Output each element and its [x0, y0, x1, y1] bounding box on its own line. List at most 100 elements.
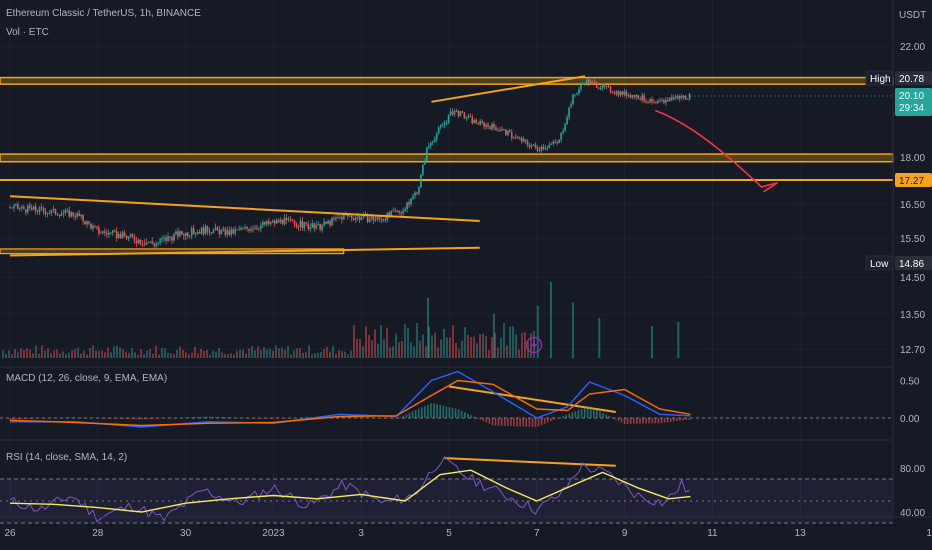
- candle-body: [463, 112, 466, 118]
- volume-bar: [122, 349, 124, 358]
- candle-body: [260, 225, 262, 229]
- volume-bar: [59, 353, 61, 358]
- candle-body: [111, 230, 114, 233]
- candle-body: [297, 226, 300, 228]
- candle-body: [200, 227, 203, 234]
- volume-bar: [272, 350, 274, 358]
- time-tick-label: 16: [926, 528, 932, 539]
- volume-bar: [443, 328, 445, 358]
- macd-histogram-bar: [15, 418, 17, 420]
- candle-body: [627, 95, 630, 97]
- macd-histogram-bar: [261, 418, 263, 419]
- candle-body: [475, 119, 478, 124]
- candle-body: [676, 96, 679, 99]
- candle-body: [40, 207, 43, 209]
- candle-body: [653, 101, 655, 103]
- price-tick-label: 13.50: [900, 310, 925, 321]
- volume-bar: [26, 348, 28, 358]
- macd-histogram-bar: [168, 418, 171, 419]
- volume-bar: [296, 348, 298, 358]
- candle-body: [580, 84, 582, 89]
- macd-histogram-bar: [537, 418, 540, 427]
- symbol-title: Ethereum Classic / TetherUS, 1h, BINANCE: [6, 8, 201, 19]
- macd-histogram-bar: [457, 409, 460, 418]
- time-tick-label: 26: [4, 528, 16, 539]
- candle-body: [147, 242, 150, 244]
- macd-histogram-bar: [251, 418, 254, 419]
- trendline[interactable]: [9, 246, 480, 257]
- candle-body: [181, 231, 183, 235]
- candle-body: [214, 227, 217, 231]
- candle-body: [469, 116, 472, 118]
- support-resistance-zone[interactable]: [0, 76, 894, 85]
- macd-histogram-bar: [408, 412, 411, 418]
- candle-body: [645, 101, 647, 103]
- macd-histogram-bar: [76, 417, 79, 418]
- candle-body: [514, 136, 517, 139]
- volume-bar: [56, 349, 58, 358]
- macd-histogram-bar: [233, 417, 236, 418]
- volume-bar: [278, 348, 280, 358]
- volume-bar: [398, 342, 400, 358]
- candle-body: [224, 228, 227, 235]
- trendline[interactable]: [431, 75, 586, 103]
- macd-histogram-bar: [245, 417, 248, 419]
- volume-bar: [446, 337, 448, 358]
- support-resistance-zone[interactable]: [0, 153, 894, 163]
- candle-body: [649, 99, 651, 103]
- volume-bar: [488, 349, 490, 358]
- volume-bar: [479, 334, 481, 358]
- volume-bar: [515, 334, 517, 358]
- candle-body: [64, 210, 67, 213]
- bearish-arrow[interactable]: [655, 109, 778, 193]
- macd-histogram-bar: [513, 418, 515, 427]
- volume-bar: [368, 334, 370, 358]
- candle-body: [13, 205, 15, 209]
- macd-histogram-bar: [273, 418, 276, 419]
- candle-body: [339, 217, 341, 218]
- candle-body: [595, 82, 598, 88]
- candle-body: [408, 202, 410, 205]
- candle-body: [159, 239, 161, 243]
- macd-histogram-bar: [202, 416, 205, 418]
- volume-bar: [350, 350, 352, 358]
- macd-histogram-bar: [460, 410, 463, 418]
- candle-body: [617, 91, 620, 96]
- volume-bar: [215, 351, 217, 358]
- macd-histogram-bar: [104, 418, 107, 419]
- candle-body: [119, 234, 122, 239]
- volume-bar: [110, 352, 112, 358]
- macd-histogram-bar: [629, 418, 632, 424]
- macd-tick-label: 0.50: [900, 377, 920, 388]
- candle-body: [105, 232, 108, 235]
- current-price-value: 20.10: [899, 91, 924, 102]
- candle-body: [477, 123, 479, 125]
- volume-bar: [266, 349, 268, 358]
- macd-histogram-bar: [301, 417, 303, 418]
- volume-bar: [224, 354, 226, 358]
- rsi-divergence-trendline[interactable]: [444, 457, 616, 467]
- candle-body: [26, 205, 29, 213]
- volume-bar: [128, 352, 130, 358]
- volume-bar: [260, 350, 262, 358]
- macd-histogram-bar: [491, 418, 494, 426]
- volume-bar-spike: [427, 298, 430, 358]
- lightning-icon[interactable]: [525, 336, 543, 354]
- candle-body: [572, 94, 574, 105]
- volume-bar: [8, 350, 10, 358]
- candle-body: [459, 111, 462, 117]
- volume-bar: [362, 346, 364, 358]
- candle-body: [680, 95, 683, 98]
- volume-bar: [239, 349, 241, 358]
- volume-bar: [29, 349, 31, 358]
- macd-histogram-bar: [156, 418, 159, 419]
- volume-bar: [185, 352, 187, 358]
- macd-histogram-bar: [546, 418, 549, 423]
- candle-body: [522, 139, 525, 142]
- candle-body: [19, 208, 21, 209]
- candle-body: [167, 236, 169, 241]
- volume-layer: [2, 282, 680, 358]
- trendline[interactable]: [9, 195, 480, 222]
- candle-body: [465, 117, 468, 119]
